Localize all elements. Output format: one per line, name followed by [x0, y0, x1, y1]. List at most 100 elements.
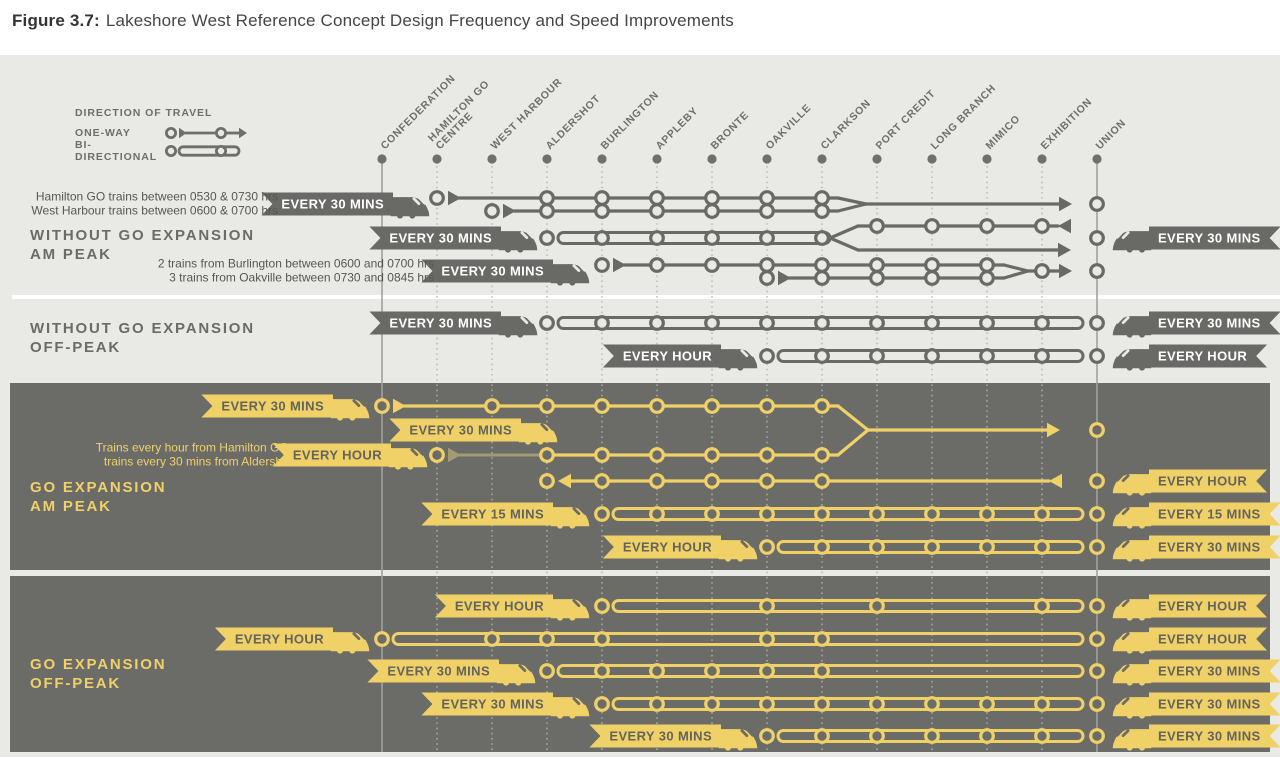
- merge-line: [1002, 269, 1030, 280]
- origin-node: [539, 663, 555, 679]
- station-dot: [762, 154, 772, 164]
- eastbound-arrow-icon: [613, 257, 626, 273]
- origin-node: [374, 631, 390, 647]
- stop-node: [759, 257, 775, 273]
- origin-node: [594, 257, 610, 273]
- stop-node: [869, 696, 885, 712]
- merge-line: [836, 428, 870, 457]
- section-label-without-expansion-off-peak: WITHOUT GO EXPANSION OFF-PEAK: [30, 320, 255, 356]
- stop-node: [649, 398, 665, 414]
- direction-legend: DIRECTION OF TRAVEL ONE-WAY BI-DIRECTION…: [75, 107, 249, 163]
- stop-node: [979, 728, 995, 744]
- stop-node: [814, 631, 830, 647]
- stop-node: [814, 230, 830, 246]
- station-dot: [652, 154, 662, 164]
- stop-node: [814, 315, 830, 331]
- eastbound-arrow-icon: [448, 190, 461, 206]
- stop-node: [869, 598, 885, 614]
- stop-node: [594, 447, 610, 463]
- stop-node: [814, 506, 830, 522]
- stop-node: [649, 230, 665, 246]
- stop-node: [649, 257, 665, 273]
- station-dot: [487, 154, 497, 164]
- stop-node: [759, 631, 775, 647]
- origin-arrow-icon: [448, 447, 461, 463]
- stop-node: [979, 257, 995, 273]
- merge-line: [836, 202, 868, 213]
- stop-node: [704, 506, 720, 522]
- station-dot: [1037, 154, 1047, 164]
- stop-node: [594, 315, 610, 331]
- stop-node: [539, 190, 555, 206]
- stop-node: [814, 447, 830, 463]
- stop-node: [759, 203, 775, 219]
- stop-node: [759, 230, 775, 246]
- stop-node: [594, 473, 610, 489]
- section-divider: [12, 295, 1280, 299]
- station-dot: [817, 154, 827, 164]
- stop-node: [814, 473, 830, 489]
- bidirectional-line: [391, 632, 1085, 646]
- westbound-arrow-icon: [558, 473, 571, 489]
- stop-node: [704, 257, 720, 273]
- station-dot: [982, 154, 992, 164]
- stop-node: [704, 663, 720, 679]
- union-node: [1089, 598, 1105, 614]
- stop-node: [924, 506, 940, 522]
- stop-node: [979, 315, 995, 331]
- origin-node: [759, 539, 775, 555]
- stop-node: [979, 218, 995, 234]
- stop-node: [759, 398, 775, 414]
- merge-line: [836, 404, 870, 432]
- stop-node: [869, 257, 885, 273]
- stop-node: [814, 190, 830, 206]
- stop-node: [649, 473, 665, 489]
- stop-node: [1034, 348, 1050, 364]
- stop-node: [869, 506, 885, 522]
- stop-node: [924, 539, 940, 555]
- section-label-go-expansion-off-peak: GO EXPANSION OFF-PEAK: [30, 656, 167, 692]
- union-node: [1089, 539, 1105, 555]
- legend-heading: DIRECTION OF TRAVEL: [75, 107, 213, 119]
- stop-node: [704, 696, 720, 712]
- eastbound-arrow-icon: [1058, 242, 1071, 258]
- stop-node: [759, 696, 775, 712]
- stop-node: [649, 315, 665, 331]
- stop-node: [759, 190, 775, 206]
- stop-node: [1034, 598, 1050, 614]
- union-node: [1089, 196, 1105, 212]
- eastbound-arrow-icon: [393, 398, 406, 414]
- one-way-symbol-icon: [165, 127, 247, 139]
- section-label-without-expansion-am-peak: WITHOUT GO EXPANSION AM PEAK: [30, 227, 255, 263]
- stop-node: [924, 315, 940, 331]
- stop-node: [1034, 315, 1050, 331]
- figure-number: Figure 3.7:: [12, 11, 100, 30]
- stop-node: [814, 398, 830, 414]
- station-dot: [542, 154, 552, 164]
- stop-node: [704, 398, 720, 414]
- stop-node: [704, 473, 720, 489]
- stop-node: [759, 315, 775, 331]
- stop-node: [539, 203, 555, 219]
- bi-directional-label: BI-DIRECTIONAL: [75, 139, 158, 163]
- stop-node: [704, 190, 720, 206]
- union-node: [1089, 728, 1105, 744]
- stop-node: [814, 663, 830, 679]
- union-node: [1089, 315, 1105, 331]
- stop-node: [869, 348, 885, 364]
- origin-node: [594, 696, 610, 712]
- stop-node: [649, 696, 665, 712]
- stop-node: [979, 506, 995, 522]
- eastbound-arrow-icon: [1047, 422, 1060, 438]
- stop-node: [979, 539, 995, 555]
- union-node: [1089, 230, 1105, 246]
- section-label-go-expansion-am-peak: GO EXPANSION AM PEAK: [30, 479, 167, 515]
- stop-node: [979, 696, 995, 712]
- bidirectional-line: [611, 507, 1085, 521]
- stop-node: [924, 257, 940, 273]
- stop-node: [649, 203, 665, 219]
- origin-node: [759, 270, 775, 286]
- stop-node: [1034, 696, 1050, 712]
- stop-node: [759, 663, 775, 679]
